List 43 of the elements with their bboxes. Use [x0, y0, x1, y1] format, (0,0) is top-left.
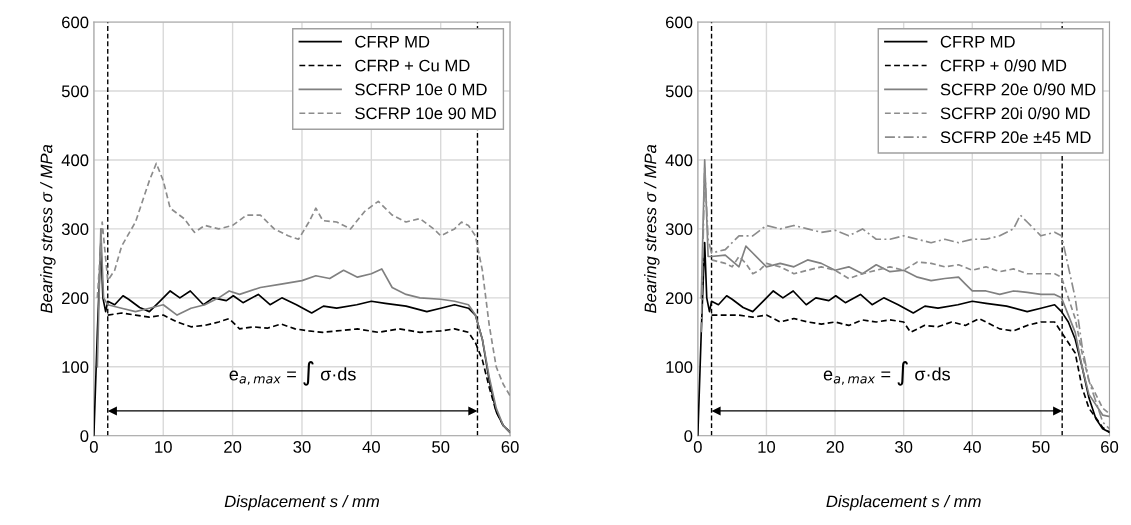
x-tick-label: 30: [293, 441, 311, 453]
annotation: e$_{a,max}$ = ∫ σ·ds: [823, 361, 950, 386]
x-tick-label: 10: [758, 441, 776, 453]
x-tick-label: 60: [1101, 441, 1119, 453]
legend-label: SCFRP 20e 0/90 MD: [940, 83, 1096, 96]
y-tick-label: 100: [666, 361, 693, 373]
x-tick-label: 20: [224, 441, 242, 453]
y-tick-label: 400: [665, 154, 693, 167]
legend-label: SCFRP 20i 0/90 MD: [940, 106, 1090, 120]
x-tick-label: 0: [89, 441, 98, 453]
annotation: e$_{a,max}$ = ∫ σ·ds: [229, 361, 356, 386]
x-tick-label: 50: [1032, 441, 1050, 453]
legend-label: CFRP + 0/90 MD: [940, 59, 1067, 72]
y-tick-label: 500: [665, 85, 693, 98]
x-tick-label: 30: [895, 441, 913, 453]
y-tick-label: 600: [62, 16, 89, 29]
legend-label: SCFRP 20e ±45 MD: [940, 131, 1091, 144]
legend-label: SCFRP 10e 0 MD: [355, 83, 487, 96]
y-axis-title: Bearing stress σ / MPa: [40, 144, 56, 314]
y-tick-label: 0: [684, 430, 693, 442]
x-tick-label: 50: [432, 441, 450, 453]
x-tick-label: 10: [155, 441, 172, 453]
x-tick-label: 40: [362, 441, 380, 453]
x-axis-title: Displacement s / mm: [826, 495, 981, 511]
y-tick-label: 200: [666, 292, 693, 305]
x-tick-label: 0: [693, 441, 702, 453]
y-tick-label: 400: [61, 154, 89, 167]
x-tick-label: 20: [826, 441, 844, 453]
y-tick-label: 300: [665, 223, 693, 236]
x-tick-label: 60: [501, 441, 519, 453]
legend-label: SCFRP 10e 90 MD: [355, 107, 496, 120]
legend-label: CFRP MD: [355, 35, 430, 48]
y-tick-label: 500: [61, 85, 89, 98]
legend-label: CFRP MD: [940, 35, 1015, 48]
y-tick-label: 200: [62, 292, 89, 305]
y-tick-label: 300: [61, 223, 89, 236]
x-axis-title: Displacement s / mm: [224, 495, 379, 511]
legend-label: CFRP + Cu MD: [355, 59, 470, 72]
x-tick-label: 40: [963, 441, 981, 453]
y-tick-label: 600: [666, 16, 693, 29]
y-tick-label: 0: [80, 430, 89, 442]
y-axis-title: Bearing stress σ / MPa: [644, 144, 660, 314]
y-tick-label: 100: [62, 361, 89, 373]
